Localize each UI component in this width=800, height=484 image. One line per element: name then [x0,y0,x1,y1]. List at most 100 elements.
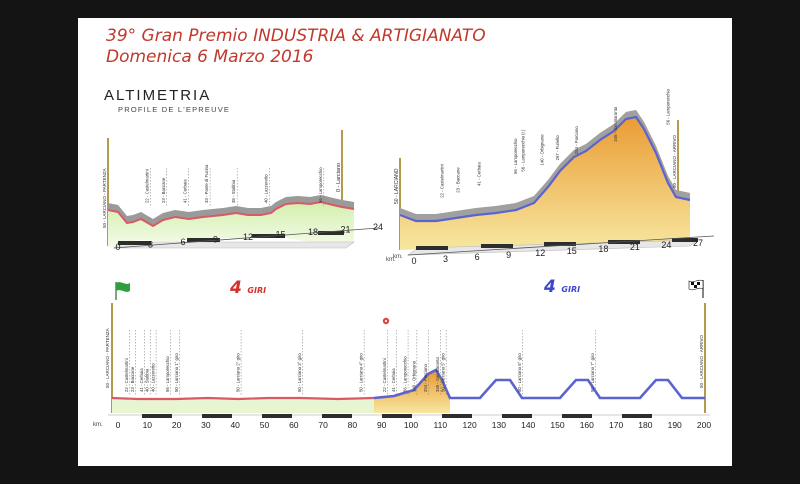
start-flag-icon [115,282,130,300]
full-scale-bar [142,414,652,418]
race-title: 39° Gran Premio INDUSTRIA & ARTIGIANATO [106,26,486,46]
large-tick-21: 21 [630,242,640,252]
large-start-label: 50 - LARCIANO [394,168,400,204]
small-waypoint-3: 33 - Ponte di Fucina [204,164,209,203]
small-tick-0: 0 [115,242,120,252]
small-tick-18: 18 [308,227,318,237]
small-waypoints: 50 - LARCIANO - PARTENZA 0 - Larciano 22 -… [102,163,342,228]
full-waypoint-7: 50 - Larciano 2° giro [236,353,241,392]
large-waypoint-3: 56 - Lamporecchio [513,138,518,174]
full-end-label: 50 - LARCIANO - ARRIVO [699,334,704,388]
full-tick-120: 120 [463,420,477,430]
full-waypoint-15: 345 - San Baronto [435,357,440,392]
full-waypoint-0: 22 - Castelmartini [124,358,129,392]
large-tick-12: 12 [535,248,545,258]
large-end-label: 50 - LARCIANO - ARRIVO [672,134,677,188]
large-unit-label: km. [393,254,403,260]
large-tick-27: 27 [693,238,703,248]
full-waypoint-5: 56 - Lamporecchio [165,356,170,392]
full-start-label: 50 - LARCIANO - PARTENZA [105,328,110,388]
small-waypoint-6: 56 - Lamporecchio [318,167,323,203]
large-waypoint-5: 140 - Orbignano [539,134,544,166]
large-waypoint-7: 294 - Porciano [574,126,579,155]
small-start-label: 50 - LARCIANO - PARTENZA [102,168,107,228]
full-tick-60: 60 [289,420,299,430]
full-blue-line [373,368,705,400]
large-circuit-profile [399,110,715,256]
large-tick-6: 6 [475,252,480,262]
full-tick-labels: 0 10 20 30 40 50 60 70 80 90 100 110 120 130 140 150 160… [116,420,712,430]
small-waypoint-4: 38 - Stabbia [231,179,236,203]
section-title: ALTIMETRIA [104,87,212,104]
large-tick-18: 18 [598,244,608,254]
full-waypoint-2: 41 - Cerbaia [139,368,144,392]
large-tick-24: 24 [661,240,671,250]
full-tick-160: 160 [580,420,594,430]
left-dark-band [0,0,78,484]
full-tick-180: 180 [638,420,652,430]
full-tick-40: 40 [230,420,240,430]
race-date: Domenica 6 Marzo 2016 [106,47,314,67]
large-tick-labels: 0 3 6 9 12 15 18 21 24 27 [411,238,703,266]
full-waypoint-11: 41 - Cerbaia [391,368,396,392]
small-end-label: 0 - Larciano [336,163,342,192]
marker-dot-icon [382,317,390,325]
large-waypoints: 50 - LARCIANO 50 - LARCIANO - ARRIVO 22 - … [394,89,677,204]
small-profile-line [107,200,355,228]
full-waypoint-13: 140 - Orbignano [411,360,416,392]
full-waypoints: 50 - LARCIANO - PARTENZA 50 - LARCIANO - … [105,328,704,396]
full-tick-200: 200 [697,420,711,430]
full-tick-110: 110 [434,420,448,430]
large-waypoint-2: 41 - Cerbaia [476,162,481,186]
full-flat-fill [112,398,374,413]
full-waypoint-3: 40 - Stabbia [145,368,150,392]
full-waypoint-9: 50 - Larciano 4° giro [359,353,364,392]
full-tick-170: 170 [609,420,623,430]
large-tick-9: 9 [506,250,511,260]
full-tick-30: 30 [201,420,211,430]
full-tick-10: 10 [143,420,153,430]
full-tick-190: 190 [668,420,682,430]
full-red-line [111,396,375,401]
large-tick-0: 0 [411,256,416,266]
full-waypoint-16: 50 - Larciano 5° giro [441,353,446,392]
laps-left-unit: GIRI [247,286,267,295]
small-circuit-profile [107,130,379,249]
large-tick-15: 15 [567,246,577,256]
small-tick-12: 12 [243,232,253,242]
full-race-profile [108,303,710,418]
full-waypoint-8: 50 - Larciano 3° giro [297,353,302,392]
large-waypoint-0: 22 - Castelmartini [440,164,445,198]
small-axis-line [113,227,379,249]
small-waypoint-2: 41 - Cerbaia [182,179,187,203]
large-waypoint-9: 56 - Lamporecchio [666,89,671,125]
large-waypoint-6: 267 - Furiello [555,135,560,161]
full-tick-140: 140 [521,420,535,430]
full-waypoint-12: 56 - Lamporecchio [403,356,408,392]
finish-flag-icon [688,279,704,298]
full-tick-100: 100 [404,420,418,430]
large-waypoint-4: 56 - Lamporecchio (r.) [521,129,526,172]
full-tick-70: 70 [318,420,328,430]
full-tick-0: 0 [116,420,121,430]
full-waypoint-4: 40 - Lazzeretto [151,363,156,392]
full-waypoint-6: 50 - Larciano 1° giro [174,353,179,392]
full-waypoint-10: 22 - Castelmartini [382,358,387,392]
section-subtitle: PROFILE DE L'EPREUVE [118,105,231,114]
small-unit-label: km. [386,257,396,263]
full-waypoint-18: 50 - Larciano 7° giro [590,353,595,392]
full-tick-80: 80 [348,420,358,430]
large-scale-bar [416,238,698,250]
laps-left-count: 4 [230,278,242,298]
small-tick-9: 9 [213,235,218,245]
full-tick-150: 150 [550,420,564,430]
large-tick-3: 3 [443,254,448,264]
laps-left-label: 4 GIRI [230,278,266,298]
small-waypoint-0: 22 - Castelmartini [145,169,150,203]
full-waypoint-1: 23 - Baccane [130,366,135,392]
small-tick-6: 6 [180,237,185,247]
small-tick-3: 3 [148,240,153,250]
laps-right-count: 4 [544,277,556,297]
laps-right-unit: GIRI [561,285,581,294]
right-dark-band [732,0,800,484]
